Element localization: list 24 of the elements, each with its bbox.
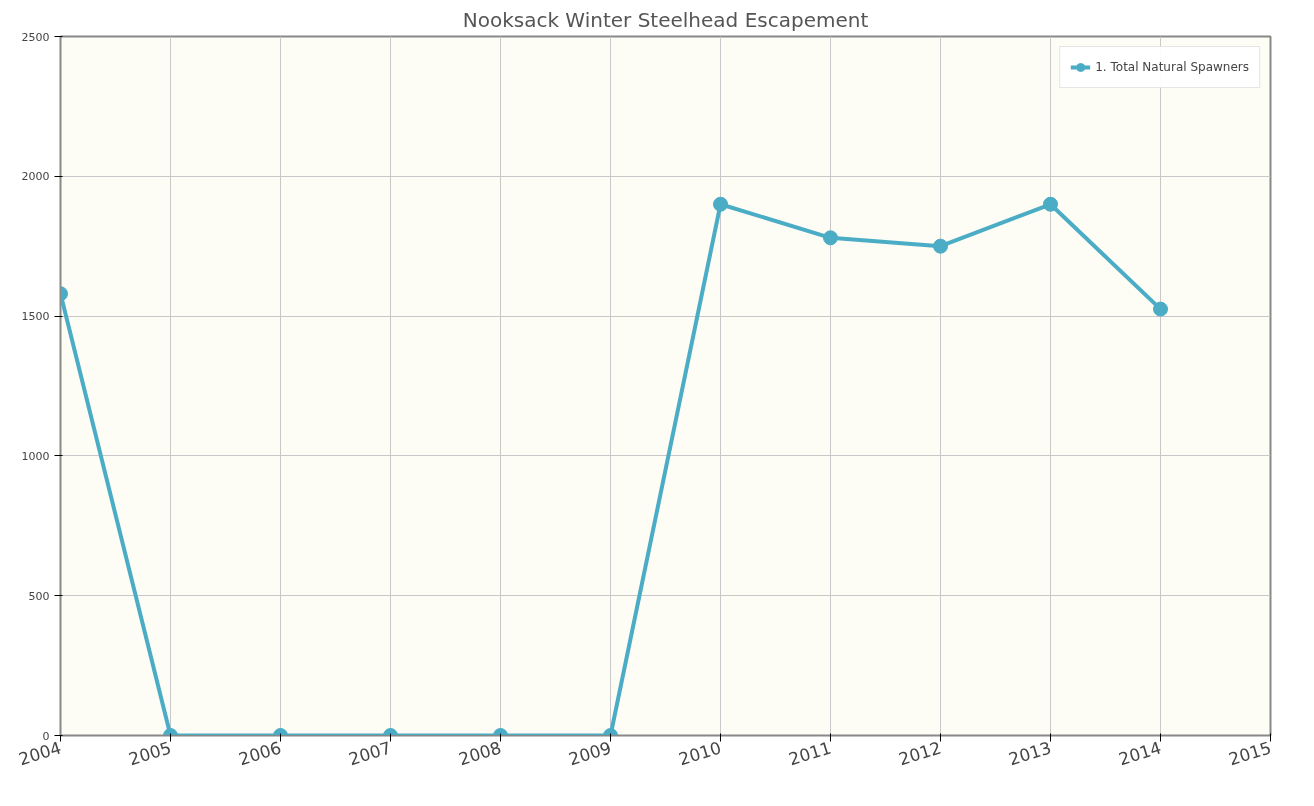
chart-title: Nooksack Winter Steelhead Escapement [462, 7, 869, 32]
x-tick-label: 2008 [456, 737, 504, 770]
x-tick-label: 2011 [786, 737, 834, 770]
x-tick-label: 2005 [126, 737, 174, 770]
y-tick-label: 2000 [21, 170, 50, 184]
y-tick-label: 0 [42, 729, 50, 743]
x-tick-label: 2007 [346, 737, 394, 770]
point [713, 196, 728, 212]
legend-label: 1. Total Natural Spawners [1095, 60, 1249, 74]
x-tick-label: 2013 [1006, 737, 1054, 770]
point [823, 230, 838, 246]
y-tick-label: 2500 [21, 30, 50, 44]
point [933, 238, 948, 254]
x-tick-label: 2015 [1226, 737, 1274, 770]
y-tick-label: 1500 [21, 310, 50, 324]
point [1153, 301, 1168, 317]
x-tick-label: 2012 [896, 737, 944, 770]
x-tick-label: 2010 [676, 737, 724, 770]
x-tick-label: 2006 [236, 737, 284, 770]
y-tick-label: 1000 [21, 449, 50, 463]
y-tick-label: 500 [28, 589, 50, 603]
x-tick-label: 2014 [1116, 737, 1164, 770]
x-tick-label: 2009 [566, 737, 614, 770]
point [1043, 196, 1058, 212]
